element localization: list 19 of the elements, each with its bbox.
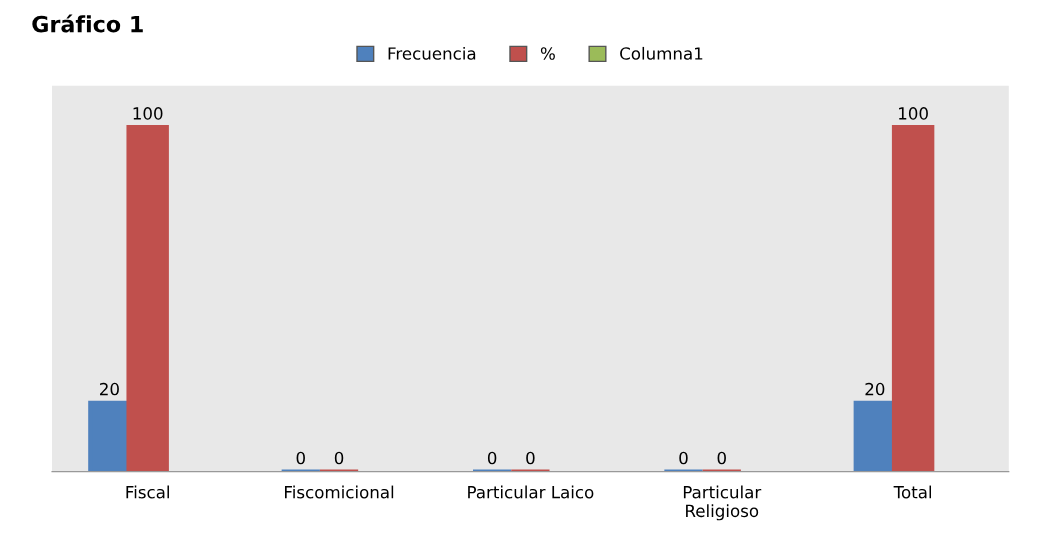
- data-label: 0: [526, 451, 535, 465]
- x-tick-label: Particular Religioso: [683, 485, 762, 521]
- data-label: 0: [296, 451, 305, 465]
- data-label: 0: [679, 451, 688, 465]
- data-label: 20: [100, 382, 119, 396]
- data-label: 0: [487, 451, 497, 465]
- chart-title: Gráfico 1: [32, 14, 143, 33]
- legend-label: Columna1: [620, 46, 703, 60]
- data-label: 0: [717, 451, 726, 465]
- data-label: 20: [865, 382, 885, 396]
- data-label: 0: [334, 451, 344, 465]
- x-tick-label: Particular Laico: [468, 485, 594, 499]
- data-label: 100: [899, 107, 928, 120]
- data-label: 100: [133, 107, 163, 120]
- x-tick-label: Fiscomicional: [285, 485, 394, 499]
- x-tick-label: Fiscal: [126, 485, 169, 499]
- legend-label: %: [540, 47, 555, 60]
- legend-label: Frecuencia: [388, 46, 476, 60]
- x-tick-label: Total: [893, 485, 932, 499]
